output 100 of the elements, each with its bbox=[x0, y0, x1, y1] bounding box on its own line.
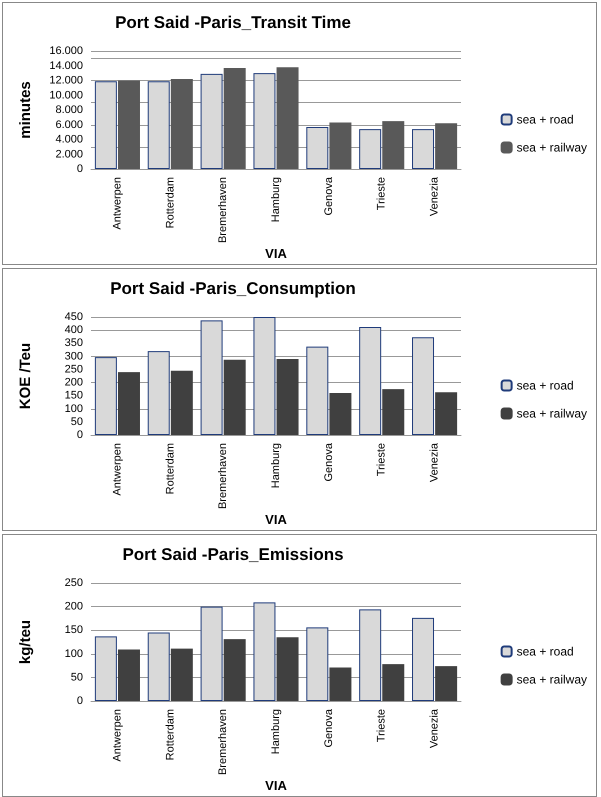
y-tick-label: 0 bbox=[76, 695, 83, 707]
y-tick-label: 150 bbox=[64, 390, 83, 402]
x-axis-title: VIA bbox=[265, 246, 288, 261]
y-tick-label: 50 bbox=[70, 671, 83, 684]
legend-label: sea + railway bbox=[516, 672, 588, 686]
y-tick-label: 16.000 bbox=[49, 45, 83, 57]
chart-title: Port Said -Paris_Emissions bbox=[122, 545, 344, 564]
bar bbox=[224, 639, 246, 701]
x-tick-label: Rotterdam bbox=[164, 709, 176, 760]
y-tick-label: 2.000 bbox=[55, 148, 83, 160]
x-tick-label: Bremerhaven bbox=[217, 177, 230, 244]
y-tick-label: 50 bbox=[70, 416, 83, 428]
bar bbox=[200, 74, 223, 169]
legend-label: sea + railway bbox=[516, 140, 588, 154]
y-axis-title: minutes bbox=[17, 81, 34, 139]
y-tick-label: 4.000 bbox=[55, 134, 83, 146]
x-tick-label: Bremerhaven bbox=[217, 443, 230, 510]
x-tick-label: Bremerhaven bbox=[217, 709, 230, 776]
bar bbox=[359, 326, 382, 435]
y-tick-label: 100 bbox=[64, 648, 83, 660]
y-tick-label: 450 bbox=[64, 311, 83, 323]
x-axis-title: VIA bbox=[265, 778, 288, 793]
x-tick-label: Hamburg bbox=[270, 709, 282, 754]
legend-label: sea + railway bbox=[516, 406, 588, 420]
y-tick-label: 350 bbox=[64, 337, 83, 350]
legend-label: sea + road bbox=[516, 112, 574, 126]
bar bbox=[148, 351, 170, 435]
bar bbox=[170, 648, 193, 701]
x-tick-label: Genova bbox=[322, 442, 335, 482]
x-tick-label: Venezia bbox=[428, 176, 441, 216]
bar bbox=[253, 317, 276, 435]
y-tick-label: 200 bbox=[64, 600, 83, 613]
bar bbox=[359, 609, 382, 701]
bar bbox=[118, 372, 140, 435]
x-tick-label: Venezia bbox=[428, 708, 441, 748]
y-axis-title: KOE /Teu bbox=[17, 342, 34, 410]
bar bbox=[200, 606, 223, 701]
bar bbox=[148, 81, 170, 169]
bar bbox=[412, 129, 434, 169]
y-tick-label: 100 bbox=[64, 402, 83, 415]
bar bbox=[94, 357, 117, 435]
bar bbox=[306, 346, 328, 435]
x-tick-label: Antwerpen bbox=[111, 177, 124, 230]
bar bbox=[382, 389, 404, 435]
y-tick-label: 12.000 bbox=[49, 74, 83, 86]
y-tick-label: 0 bbox=[76, 429, 83, 441]
x-tick-label: Antwerpen bbox=[111, 709, 124, 762]
x-tick-label: Venezia bbox=[428, 442, 441, 482]
bar bbox=[224, 360, 246, 435]
legend-label: sea + road bbox=[516, 644, 574, 658]
x-tick-label: Trieste bbox=[376, 443, 388, 476]
y-tick-label: 6.000 bbox=[55, 118, 83, 131]
x-tick-label: Hamburg bbox=[270, 443, 282, 488]
bar bbox=[435, 123, 458, 169]
bar bbox=[359, 129, 382, 169]
x-axis-title: VIA bbox=[265, 512, 288, 527]
bar bbox=[382, 664, 404, 701]
bar bbox=[276, 358, 299, 435]
y-tick-label: 400 bbox=[64, 324, 83, 336]
bar bbox=[118, 650, 140, 701]
x-tick-label: Genova bbox=[322, 708, 335, 748]
x-tick-label: Antwerpen bbox=[111, 443, 124, 496]
x-tick-label: Hamburg bbox=[270, 177, 282, 222]
x-tick-label: Trieste bbox=[376, 709, 388, 742]
bar bbox=[94, 81, 117, 169]
bar bbox=[329, 667, 352, 701]
x-tick-label: Genova bbox=[322, 176, 335, 216]
y-tick-label: 150 bbox=[64, 624, 83, 636]
y-tick-label: 10.000 bbox=[49, 89, 83, 102]
bar bbox=[276, 67, 299, 169]
bar bbox=[329, 393, 352, 435]
y-tick-label: 0 bbox=[76, 163, 83, 175]
y-tick-label: 200 bbox=[64, 376, 83, 389]
y-tick-label: 250 bbox=[64, 363, 83, 376]
bar bbox=[412, 337, 434, 435]
bar bbox=[253, 73, 276, 169]
x-tick-label: Rotterdam bbox=[164, 177, 176, 228]
bar bbox=[382, 121, 404, 169]
bar bbox=[329, 122, 352, 169]
y-tick-label: 300 bbox=[64, 350, 83, 362]
y-tick-label: 250 bbox=[64, 577, 83, 589]
x-tick-label: Rotterdam bbox=[164, 443, 176, 494]
bar bbox=[200, 320, 223, 435]
bar bbox=[435, 392, 458, 435]
x-tick-label: Trieste bbox=[376, 177, 388, 210]
bar bbox=[306, 627, 328, 701]
bar bbox=[412, 618, 434, 701]
bar bbox=[253, 602, 276, 701]
bar bbox=[276, 637, 299, 701]
bar bbox=[224, 68, 246, 169]
legend-label: sea + road bbox=[516, 378, 574, 392]
bar bbox=[148, 632, 170, 701]
y-tick-label: 14.000 bbox=[49, 60, 83, 72]
bar bbox=[306, 126, 328, 169]
chart-title: Port Said -Paris_Consumption bbox=[110, 279, 356, 298]
bar bbox=[94, 636, 117, 701]
bar bbox=[118, 80, 140, 169]
bar bbox=[435, 666, 458, 701]
y-axis-title: kg/teu bbox=[17, 620, 34, 664]
y-tick-label: 8.000 bbox=[55, 104, 83, 116]
